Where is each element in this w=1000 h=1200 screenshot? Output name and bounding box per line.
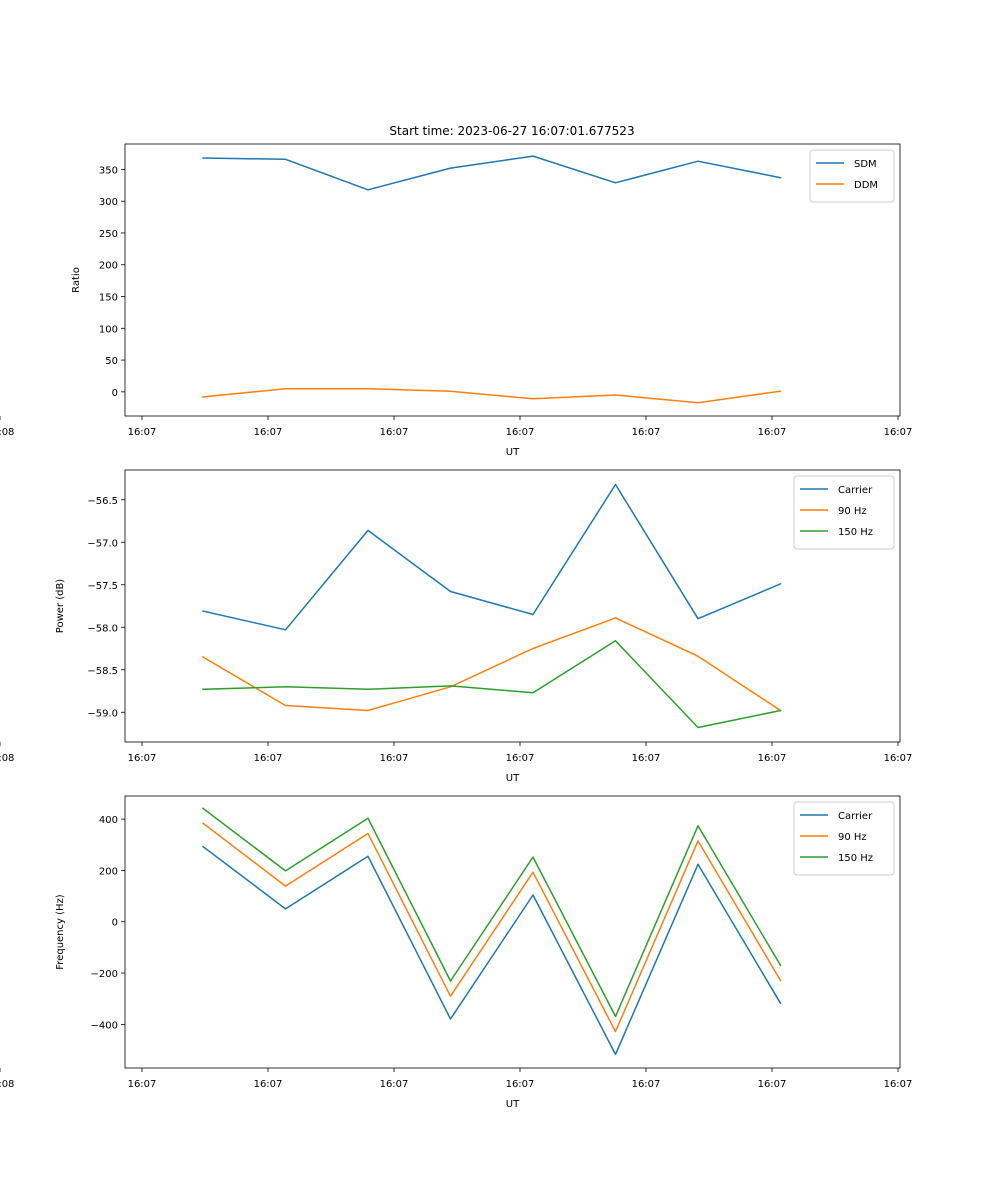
y-tick-label: 400 bbox=[99, 815, 118, 826]
legend: Carrier 90 Hz 150 Hz bbox=[793, 475, 895, 550]
y-tick-label: 200 bbox=[99, 866, 118, 877]
x-tick-label: 16:07 bbox=[758, 1079, 787, 1090]
y-tick-label: 50 bbox=[105, 356, 118, 367]
legend-label: Carrier bbox=[838, 811, 873, 822]
x-tick-label: 16:07 bbox=[254, 427, 283, 438]
y-axis-label: Power (dB) bbox=[55, 579, 66, 634]
y-tick-label: 100 bbox=[99, 324, 118, 335]
y-tick-label: 300 bbox=[99, 197, 118, 208]
x-axis-label: UT bbox=[506, 1099, 520, 1110]
figure-title: Start time: 2023-06-27 16:07:01.677523 bbox=[389, 124, 634, 138]
x-tick-label: 16:07 bbox=[884, 1079, 913, 1090]
x-tick-label: 16:07 bbox=[632, 753, 661, 764]
legend: Carrier 90 Hz 150 Hz bbox=[793, 801, 895, 876]
charts-container: 16:07 16:07 16:07 16:07 16:07 16:07 16:07 16:08… bbox=[0, 143, 913, 1110]
legend-label: DDM bbox=[854, 180, 878, 191]
x-tick-label: 16:07 bbox=[128, 753, 157, 764]
y-tick-label: 0 bbox=[112, 918, 118, 929]
legend-label: 150 Hz bbox=[838, 527, 873, 538]
x-tick-label: 16:08 bbox=[0, 1079, 14, 1090]
y-tick-label: 200 bbox=[99, 261, 118, 272]
chart-panel-1: 16:07 16:07 16:07 16:07 16:07 16:07 16:07 16:08… bbox=[0, 143, 913, 458]
y-tick-label: −56.5 bbox=[87, 496, 118, 507]
x-tick-label: 16:07 bbox=[380, 427, 409, 438]
legend-label: SDM bbox=[854, 159, 877, 170]
x-tick-label: 16:07 bbox=[128, 1079, 157, 1090]
series-line-90-hz bbox=[201, 617, 782, 712]
x-tick-label: 16:07 bbox=[380, 1079, 409, 1090]
x-tick-label: 16:07 bbox=[254, 1079, 283, 1090]
series-group bbox=[202, 155, 782, 404]
series-group bbox=[201, 807, 782, 1056]
legend-label: Carrier bbox=[838, 485, 873, 496]
y-tick-label: −58.5 bbox=[87, 666, 118, 677]
y-tick-label: −400 bbox=[91, 1020, 118, 1031]
y-tick-label: −59.0 bbox=[87, 708, 118, 719]
legend-label: 90 Hz bbox=[838, 506, 867, 517]
series-line-ddm bbox=[202, 387, 782, 404]
y-tick-label: −58.0 bbox=[87, 623, 118, 634]
x-tick-label: 16:07 bbox=[506, 427, 535, 438]
legend-box bbox=[809, 149, 895, 203]
series-line-sdm bbox=[202, 155, 782, 191]
series-line-carrier bbox=[201, 845, 782, 1056]
x-axis-label: UT bbox=[506, 447, 520, 458]
plot-frame bbox=[124, 795, 901, 1069]
y-tick-label: −200 bbox=[91, 969, 118, 980]
legend-label: 150 Hz bbox=[838, 853, 873, 864]
chart-panel-3: 16:07 16:07 16:07 16:07 16:07 16:07 16:07 16:08… bbox=[0, 795, 913, 1110]
plot-frame bbox=[124, 469, 901, 743]
x-tick-label: 16:07 bbox=[506, 753, 535, 764]
plot-frame bbox=[124, 143, 901, 417]
y-tick-label: 150 bbox=[99, 293, 118, 304]
legend: SDM DDM bbox=[809, 149, 895, 203]
x-tick-label: 16:07 bbox=[128, 427, 157, 438]
y-tick-label: 250 bbox=[99, 229, 118, 240]
y-tick-label: −57.5 bbox=[87, 581, 118, 592]
x-axis-label: UT bbox=[506, 773, 520, 784]
series-line-150-hz bbox=[201, 807, 782, 1018]
x-tick-label: 16:07 bbox=[380, 753, 409, 764]
legend-label: 90 Hz bbox=[838, 832, 867, 843]
series-line-carrier bbox=[202, 483, 782, 631]
y-tick-label: 0 bbox=[112, 388, 118, 399]
series-group bbox=[201, 483, 782, 729]
series-line-150-hz bbox=[202, 640, 782, 729]
x-tick-label: 16:07 bbox=[632, 427, 661, 438]
x-tick-label: 16:07 bbox=[758, 427, 787, 438]
x-tick-label: 16:08 bbox=[0, 753, 14, 764]
y-axis-label: Ratio bbox=[71, 267, 82, 293]
series-line-90-hz bbox=[201, 822, 782, 1033]
y-axis-label: Frequency (Hz) bbox=[55, 894, 66, 970]
x-tick-label: 16:07 bbox=[884, 427, 913, 438]
x-tick-label: 16:08 bbox=[0, 427, 14, 438]
x-tick-label: 16:07 bbox=[632, 1079, 661, 1090]
x-tick-label: 16:07 bbox=[506, 1079, 535, 1090]
chart-panel-2: 16:07 16:07 16:07 16:07 16:07 16:07 16:07 16:08… bbox=[0, 469, 913, 784]
x-tick-label: 16:07 bbox=[758, 753, 787, 764]
y-tick-label: 350 bbox=[99, 165, 118, 176]
x-tick-label: 16:07 bbox=[254, 753, 283, 764]
x-tick-label: 16:07 bbox=[884, 753, 913, 764]
y-tick-label: −57.0 bbox=[87, 538, 118, 549]
